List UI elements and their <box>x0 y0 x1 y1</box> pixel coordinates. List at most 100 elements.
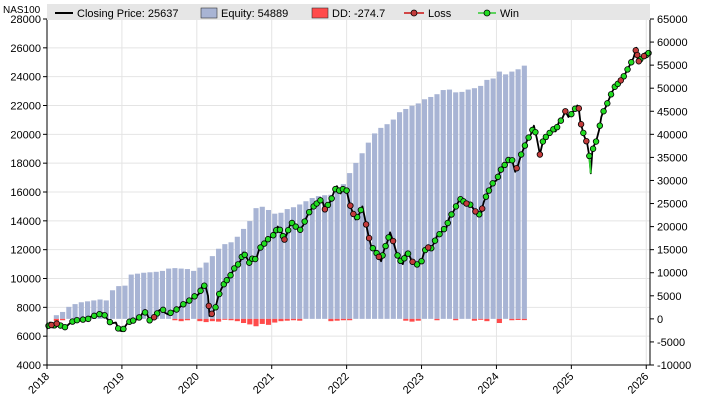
equity-bar <box>91 300 97 319</box>
win-marker <box>129 317 137 324</box>
win-marker <box>369 245 377 252</box>
equity-bar <box>72 304 78 319</box>
win-marker <box>508 157 516 164</box>
x-tick-label: 2023 <box>401 371 427 397</box>
drawdown-bar <box>471 318 477 321</box>
right-tick-label: 0 <box>657 314 663 326</box>
win-marker <box>517 151 525 158</box>
win-marker <box>167 309 174 317</box>
win-marker <box>301 218 308 225</box>
equity-bar <box>290 207 297 319</box>
win-marker <box>296 226 304 233</box>
left-axis-ticks: 4000 6000 8000 10000 12000 14000 16000 18000 200… <box>10 14 47 372</box>
loss-marker <box>362 221 370 228</box>
win-marker <box>328 195 335 202</box>
left-tick-label: 28000 <box>10 14 41 26</box>
win-marker <box>223 277 230 284</box>
legend-win-swatch-marker <box>483 9 491 17</box>
equity-bar <box>334 191 340 319</box>
right-tick-label: 50000 <box>657 83 688 95</box>
equity-bar <box>378 127 384 319</box>
equity-bar <box>109 290 116 319</box>
win-marker <box>186 297 193 304</box>
drawdown-bar <box>203 318 209 323</box>
equity-bar <box>428 96 434 319</box>
loss-marker <box>536 151 544 158</box>
win-marker <box>276 226 284 234</box>
win-marker <box>542 133 550 141</box>
win-marker <box>79 316 87 323</box>
drawdown-bar <box>478 318 484 320</box>
legend-win-label: Win <box>500 8 519 20</box>
equity-bar <box>340 184 346 319</box>
equity-bar <box>134 273 141 319</box>
loss-marker <box>321 206 329 213</box>
left-tick-label: 6000 <box>17 331 41 343</box>
left-tick-label: 12000 <box>10 245 41 257</box>
loss-marker <box>583 137 590 145</box>
equity-bar <box>240 228 247 319</box>
equity-bar <box>284 209 290 319</box>
win-marker <box>553 123 561 131</box>
equity-bar <box>85 301 91 319</box>
equity-bar <box>97 299 103 319</box>
right-tick-label: 55000 <box>657 60 688 72</box>
equity-bar <box>347 173 353 319</box>
drawdown-bar <box>328 318 334 322</box>
right-tick-label: 65000 <box>657 14 688 26</box>
win-marker <box>191 293 198 300</box>
equity-bar <box>446 89 453 319</box>
win-marker <box>197 287 204 294</box>
equity-bar <box>159 270 165 319</box>
equity-bar <box>471 88 477 319</box>
drawdown-bar <box>290 318 297 321</box>
legend-dd-swatch <box>311 7 329 19</box>
equity-bar <box>228 242 234 319</box>
x-tick-label: 2022 <box>326 371 352 397</box>
win-marker <box>73 316 81 324</box>
win-marker <box>252 255 259 263</box>
win-marker <box>61 323 69 331</box>
win-marker <box>343 187 350 194</box>
equity-bar <box>353 162 359 319</box>
loss-marker <box>375 253 383 261</box>
win-marker <box>568 110 575 118</box>
drawdown-bar <box>278 318 284 322</box>
win-marker <box>628 59 635 66</box>
equity-bar <box>515 69 521 319</box>
win-marker <box>557 117 565 124</box>
legend-loss: Loss <box>404 8 452 20</box>
right-tick-label: 35000 <box>657 152 688 164</box>
drawdown-bar <box>509 318 515 321</box>
win-marker <box>580 129 587 137</box>
win-marker <box>114 325 122 332</box>
equity-bar <box>103 300 109 319</box>
drawdown-bar <box>253 318 259 327</box>
loss-marker <box>409 258 416 265</box>
loss-marker <box>575 105 583 112</box>
equity-bar <box>315 196 321 319</box>
drawdown-bar <box>240 318 247 324</box>
win-marker <box>546 129 553 137</box>
equity-bar <box>122 285 128 319</box>
win-marker <box>624 66 631 73</box>
win-marker <box>604 100 611 107</box>
equity-bar <box>359 153 365 319</box>
win-marker <box>324 201 332 209</box>
loss-marker <box>562 108 569 115</box>
win-marker <box>257 244 264 251</box>
drawdown-bar <box>515 318 521 321</box>
loss-marker <box>634 51 641 59</box>
left-tick-label: 4000 <box>17 360 41 372</box>
loss-marker <box>513 165 520 172</box>
x-tick-label: 2025 <box>551 371 577 397</box>
drawdown-bar <box>284 318 290 321</box>
equity-bar <box>509 71 515 319</box>
equity-bar <box>309 197 315 319</box>
loss-marker <box>365 234 373 242</box>
win-marker <box>497 166 505 173</box>
win-marker <box>317 197 324 204</box>
equity-bar <box>297 204 303 319</box>
right-tick-label: 20000 <box>657 222 688 234</box>
drawdown-bar <box>403 318 409 321</box>
